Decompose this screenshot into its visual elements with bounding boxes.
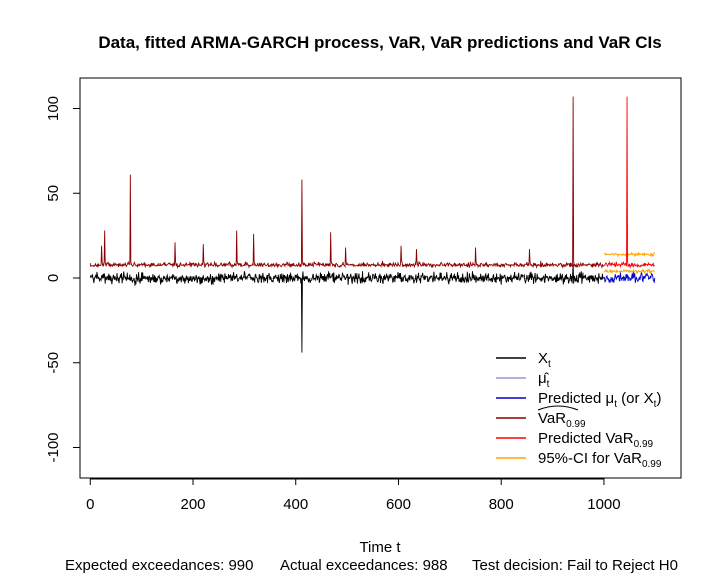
x-tick-label: 800 — [489, 496, 514, 513]
y-tick-label: -100 — [45, 432, 62, 462]
legend-label-VaR_hat: VaR0.99 — [538, 410, 586, 430]
legend-label-X: Xt — [538, 350, 551, 370]
legend-hat-icon — [537, 405, 579, 411]
legend-label-VaR_CI: 95%-CI for VaR0.99 — [538, 450, 662, 470]
y-tick-label: 0 — [45, 274, 62, 282]
series-var-ci-lower — [603, 267, 656, 275]
x-axis-title: Time t — [359, 539, 401, 556]
x-axis: 0 200 400 600 800 1000 — [86, 478, 621, 513]
x-tick-label: 1000 — [587, 496, 620, 513]
y-tick-label: -50 — [45, 352, 62, 374]
legend-label-mu_pred: Predicted μt (or Xt) — [538, 390, 661, 410]
legend-label-VaR_pred: Predicted VaR0.99 — [538, 430, 654, 450]
y-tick-label: 50 — [45, 185, 62, 202]
series-layer — [89, 96, 656, 353]
y-axis: -100 -50 0 50 100 — [45, 96, 81, 463]
series-var-pred — [603, 96, 655, 269]
series-mu-pred — [603, 271, 656, 284]
chart-title: Data, fitted ARMA-GARCH process, VaR, Va… — [98, 33, 661, 52]
series-var-hat — [89, 96, 604, 270]
x-tick-label: 600 — [386, 496, 411, 513]
legend-label-mu_hat: μ̂t — [538, 370, 550, 390]
footer-expected: Expected exceedances: 990 — [65, 557, 253, 574]
y-tick-label: 100 — [45, 96, 62, 121]
footer-actual: Actual exceedances: 988 — [280, 557, 448, 574]
x-tick-label: 200 — [180, 496, 205, 513]
footer: Expected exceedances: 990 Actual exceeda… — [65, 557, 678, 574]
series-x — [89, 264, 604, 353]
x-tick-label: 400 — [283, 496, 308, 513]
footer-decision: Test decision: Fail to Reject H0 — [472, 557, 678, 574]
x-tick-label: 0 — [86, 496, 94, 513]
series-var-ci-upper — [603, 251, 656, 258]
